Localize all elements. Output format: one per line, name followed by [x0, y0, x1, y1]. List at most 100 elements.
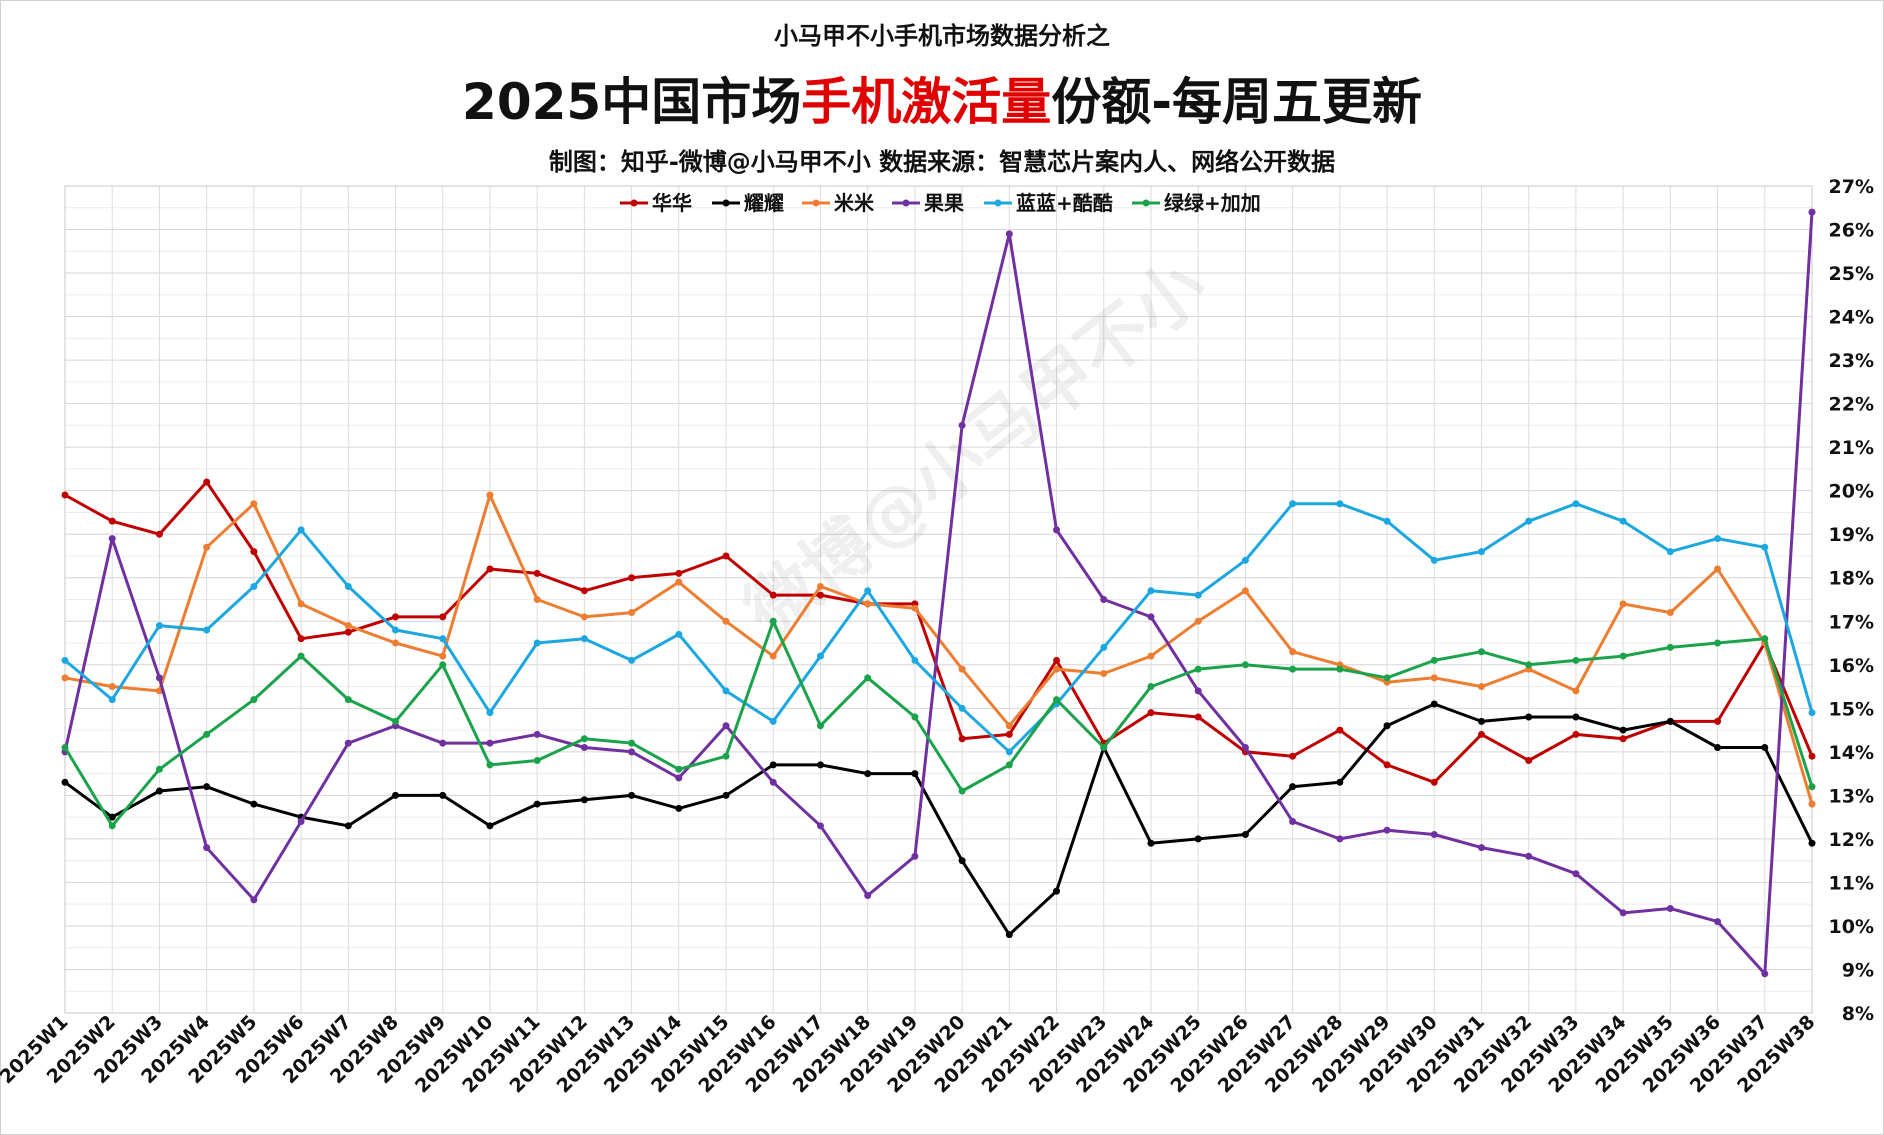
- data-point: [439, 652, 447, 660]
- data-point: [816, 822, 824, 830]
- y-axis-ticks: 8% 9% 10% 11% 12% 13% 14% 15% 16% 17% 18% 19% 20% 21%…: [1829, 176, 1874, 1025]
- series-line: [64, 702, 1814, 937]
- data-point: [155, 622, 163, 630]
- data-point: [864, 891, 872, 899]
- data-point: [1572, 870, 1580, 878]
- legend-item: 绿绿+加加: [1132, 191, 1261, 215]
- data-point: [1808, 783, 1816, 791]
- data-point: [1053, 526, 1061, 534]
- data-point: [486, 709, 494, 717]
- data-point: [958, 735, 966, 743]
- data-point: [297, 600, 305, 608]
- data-point: [155, 765, 163, 773]
- data-point: [628, 748, 636, 756]
- data-point: [769, 717, 777, 725]
- data-point: [1808, 800, 1816, 808]
- data-point: [203, 543, 211, 551]
- legend-label: 耀耀: [744, 191, 784, 215]
- data-point: [911, 656, 919, 664]
- data-point: [1808, 709, 1816, 717]
- data-point: [722, 687, 730, 695]
- data-point: [722, 617, 730, 625]
- data-point: [1194, 591, 1202, 599]
- data-point: [1477, 844, 1485, 852]
- data-point: [439, 613, 447, 621]
- data-point: [1430, 556, 1438, 564]
- data-point: [1147, 613, 1155, 621]
- title-highlight: 手机激活量: [801, 73, 1052, 131]
- data-point: [297, 526, 305, 534]
- data-point: [439, 739, 447, 747]
- data-point: [1714, 639, 1722, 647]
- data-point: [1147, 709, 1155, 717]
- data-point: [816, 591, 824, 599]
- data-point: [1619, 726, 1627, 734]
- data-point: [1666, 609, 1674, 617]
- legend-label: 米米: [834, 191, 875, 215]
- data-point: [250, 582, 258, 590]
- data-point: [628, 609, 636, 617]
- data-point: [1005, 722, 1013, 730]
- data-point: [1289, 648, 1297, 656]
- data-point: [816, 722, 824, 730]
- data-point: [486, 822, 494, 830]
- series-5: [61, 500, 1816, 756]
- data-point: [580, 743, 588, 751]
- data-point: [911, 770, 919, 778]
- series-line: [64, 502, 1814, 754]
- data-point: [1808, 839, 1816, 847]
- data-point: [864, 770, 872, 778]
- legend-marker: [902, 199, 910, 207]
- data-point: [1147, 587, 1155, 595]
- data-point: [155, 787, 163, 795]
- plot-area-border: [64, 185, 1813, 1014]
- data-point: [722, 722, 730, 730]
- data-point: [344, 696, 352, 704]
- legend-item: 米米: [802, 191, 875, 215]
- data-point: [816, 761, 824, 769]
- data-point: [1053, 665, 1061, 673]
- data-point: [1619, 735, 1627, 743]
- data-point: [722, 552, 730, 560]
- data-point: [250, 500, 258, 508]
- data-point: [203, 783, 211, 791]
- data-point: [1430, 656, 1438, 664]
- legend-label: 果果: [924, 191, 964, 215]
- legend-marker: [994, 199, 1002, 207]
- data-point: [675, 630, 683, 638]
- data-point: [1714, 717, 1722, 725]
- data-point: [1194, 687, 1202, 695]
- grid-lines: [64, 185, 1813, 1014]
- data-point: [1808, 752, 1816, 760]
- data-point: [1572, 500, 1580, 508]
- data-point: [580, 735, 588, 743]
- data-point: [1714, 565, 1722, 573]
- data-point: [580, 587, 588, 595]
- y-tick-label: 27%: [1829, 176, 1874, 198]
- series-6: [61, 617, 1816, 830]
- data-point: [250, 548, 258, 556]
- data-point: [61, 743, 69, 751]
- data-point: [628, 574, 636, 582]
- data-point: [1619, 600, 1627, 608]
- data-point: [533, 639, 541, 647]
- y-tick-label: 25%: [1829, 263, 1874, 285]
- data-point: [1289, 783, 1297, 791]
- y-tick-label: 8%: [1842, 1003, 1874, 1025]
- data-point: [1761, 543, 1769, 551]
- data-point: [1761, 635, 1769, 643]
- data-point: [344, 822, 352, 830]
- y-tick-label: 22%: [1829, 394, 1874, 416]
- data-point: [1241, 661, 1249, 669]
- data-point: [297, 652, 305, 660]
- data-point: [911, 713, 919, 721]
- data-point: [1572, 656, 1580, 664]
- data-point: [61, 656, 69, 664]
- data-point: [486, 491, 494, 499]
- y-tick-label: 15%: [1829, 698, 1874, 720]
- data-point: [1477, 648, 1485, 656]
- data-point: [533, 596, 541, 603]
- chart-subtitle: 小马甲不小手机市场数据分析之: [774, 22, 1110, 50]
- data-point: [911, 604, 919, 612]
- data-point: [1100, 643, 1108, 651]
